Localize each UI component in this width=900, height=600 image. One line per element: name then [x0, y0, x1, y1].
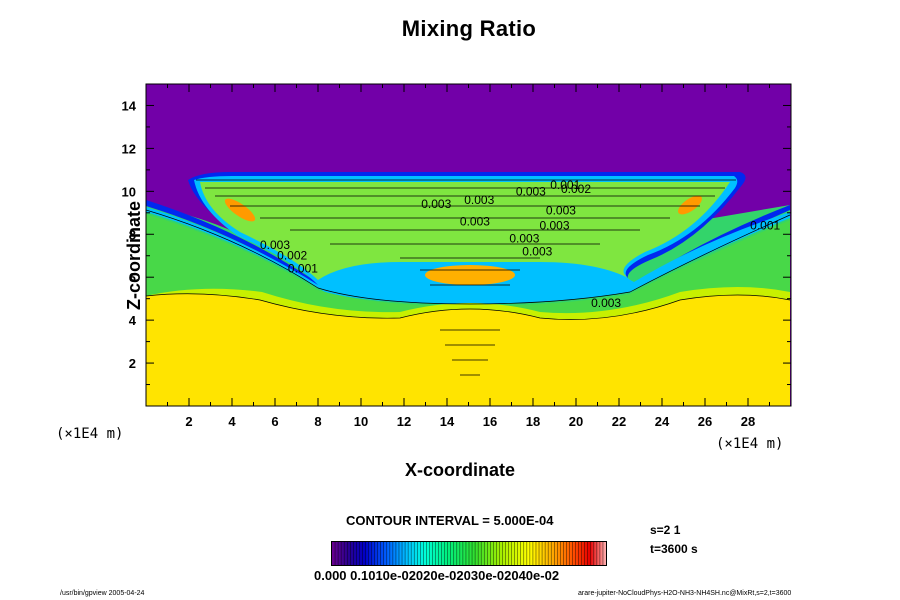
x-tick-label: 10	[354, 414, 368, 429]
contour-interval: CONTOUR INTERVAL = 5.000E-04	[346, 513, 554, 528]
x-tick-label: 14	[440, 414, 455, 429]
y-axis-label: Z-coordinate	[124, 200, 145, 311]
x-tick-label: 8	[314, 414, 321, 429]
x-tick-label: 16	[483, 414, 497, 429]
x-unit-label: (×1E4 m)	[716, 436, 784, 452]
x-tick-label: 12	[397, 414, 411, 429]
contour-value-label: 0.003	[546, 204, 576, 218]
contour-value-label: 0.001	[550, 178, 580, 192]
x-tick-label: 26	[698, 414, 712, 429]
x-tick-label: 20	[569, 414, 583, 429]
y-tick-label: 12	[122, 141, 136, 156]
x-axis-label: X-coordinate	[405, 460, 516, 480]
contour-value-label: 0.003	[591, 296, 621, 310]
footer-right: arare-jupiter-NoCloudPhys-H2O-NH3-NH4SH.…	[578, 590, 792, 597]
y-tick-label: 2	[129, 356, 136, 371]
x-tick-label: 22	[612, 414, 626, 429]
contour-value-label: 0.002	[277, 249, 307, 263]
x-tick-label: 18	[526, 414, 540, 429]
chart-title: Mixing Ratio	[401, 16, 537, 41]
contour-value-label: 0.003	[516, 184, 546, 198]
y-tick-label: 6	[129, 270, 136, 285]
x-tick-label: 6	[271, 414, 278, 429]
run-info-s: s=2 1	[650, 523, 681, 537]
contour-value-label: 0.003	[539, 219, 569, 233]
y-tick-label: 4	[129, 313, 137, 328]
y-tick-label: 10	[122, 184, 136, 199]
contour-value-label: 0.003	[522, 244, 552, 258]
colorbar-tick-labels: 0.000 0.1010e-02020e-02030e-02040e-02	[314, 568, 560, 583]
contour-value-label: 0.003	[460, 214, 490, 228]
x-tick-label: 2	[185, 414, 192, 429]
contour-value-label: 0.001	[288, 262, 318, 276]
contour-value-label: 0.002	[561, 182, 591, 196]
contour-value-label: 0.003	[464, 193, 494, 207]
contour-value-label: 0.003	[421, 197, 451, 211]
x-tick-label: 4	[228, 414, 236, 429]
contour-value-label: 0.001	[750, 219, 780, 233]
y-tick-label: 14	[122, 98, 137, 113]
contour-value-label: 0.003	[509, 232, 539, 246]
z-unit-label: (×1E4 m)	[56, 426, 124, 442]
x-tick-label: 24	[655, 414, 670, 429]
footer-left: /usr/bin/gpview 2005-04-24	[60, 590, 145, 597]
colorbar	[331, 541, 607, 566]
x-tick-label: 28	[741, 414, 755, 429]
contour-value-label: 0.003	[260, 238, 290, 252]
y-tick-label: 8	[129, 227, 136, 242]
mixing-ratio-field	[146, 84, 791, 406]
run-info-t: t=3600 s	[650, 542, 698, 556]
